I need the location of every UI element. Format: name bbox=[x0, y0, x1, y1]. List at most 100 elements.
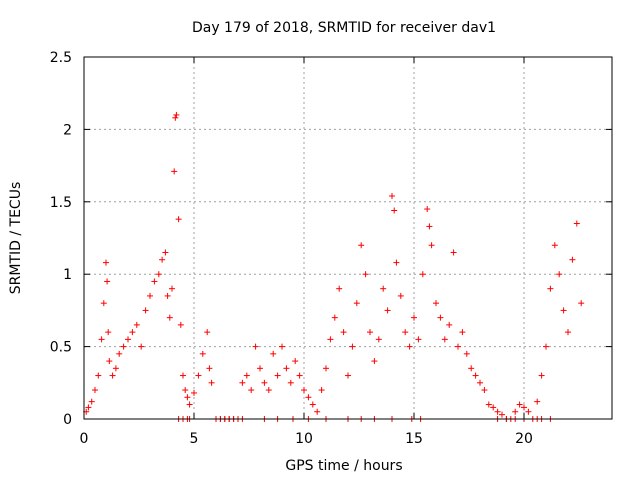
x-tick-label: 20 bbox=[515, 431, 533, 447]
data-point bbox=[243, 372, 250, 379]
data-point bbox=[375, 336, 382, 343]
data-point bbox=[380, 285, 387, 292]
data-point bbox=[340, 329, 347, 336]
data-point bbox=[463, 350, 470, 357]
data-point bbox=[100, 300, 107, 307]
data-point bbox=[384, 307, 391, 314]
data-point bbox=[109, 372, 116, 379]
data-point bbox=[534, 398, 541, 405]
data-point bbox=[450, 249, 457, 256]
data-point bbox=[292, 358, 299, 365]
x-tick-label: 15 bbox=[405, 431, 423, 447]
data-point bbox=[125, 336, 131, 343]
data-point bbox=[195, 372, 202, 379]
data-point bbox=[433, 300, 439, 307]
data-point bbox=[112, 365, 119, 372]
x-tick-label: 5 bbox=[190, 431, 199, 447]
data-point bbox=[397, 292, 404, 299]
data-point bbox=[120, 343, 127, 350]
data-point bbox=[172, 114, 179, 121]
data-point bbox=[411, 314, 417, 321]
data-point bbox=[331, 314, 338, 321]
data-point bbox=[371, 358, 378, 365]
data-point bbox=[441, 336, 448, 343]
data-point bbox=[191, 389, 197, 396]
data-point bbox=[309, 401, 316, 408]
data-point bbox=[138, 343, 145, 350]
data-point bbox=[248, 387, 255, 394]
data-point bbox=[318, 387, 325, 394]
data-point bbox=[472, 372, 479, 379]
data-point bbox=[116, 350, 123, 357]
data-point bbox=[305, 394, 312, 401]
data-point bbox=[151, 278, 158, 285]
data-point bbox=[573, 220, 580, 227]
data-point bbox=[402, 329, 409, 336]
data-point bbox=[186, 401, 193, 408]
data-point bbox=[353, 300, 360, 307]
data-point bbox=[142, 307, 149, 314]
data-point bbox=[283, 365, 290, 372]
x-axis-label: GPS time / hours bbox=[285, 458, 402, 474]
data-point bbox=[133, 321, 140, 328]
data-point bbox=[162, 249, 169, 256]
data-point bbox=[437, 314, 444, 321]
data-point bbox=[424, 206, 431, 213]
data-point bbox=[85, 404, 92, 411]
y-tick-label: 2.5 bbox=[50, 50, 72, 66]
y-tick-label: 2 bbox=[63, 122, 72, 138]
data-point bbox=[175, 216, 182, 223]
data-point bbox=[569, 256, 576, 263]
x-tick-label: 0 bbox=[80, 431, 89, 447]
data-point bbox=[169, 285, 175, 292]
data-point bbox=[261, 379, 268, 386]
y-tick-label: 0.5 bbox=[50, 340, 72, 356]
data-point bbox=[367, 329, 373, 336]
data-point bbox=[208, 379, 215, 386]
data-point bbox=[490, 404, 497, 411]
data-point bbox=[180, 372, 186, 379]
data-point bbox=[516, 401, 523, 408]
data-point bbox=[327, 336, 334, 343]
data-point bbox=[358, 242, 365, 249]
data-point bbox=[105, 329, 112, 336]
data-point bbox=[426, 223, 433, 230]
data-point bbox=[494, 408, 501, 415]
data-point bbox=[239, 379, 246, 386]
data-point bbox=[428, 242, 435, 249]
data-point bbox=[345, 372, 351, 379]
data-point bbox=[525, 408, 532, 415]
data-points bbox=[83, 111, 585, 422]
data-point bbox=[301, 387, 307, 394]
y-tick-label: 1 bbox=[63, 267, 72, 283]
y-axis-label: SRMTID / TECUs bbox=[8, 182, 24, 295]
data-point bbox=[349, 343, 356, 350]
data-point bbox=[184, 394, 191, 401]
data-point bbox=[406, 343, 413, 350]
data-point bbox=[270, 350, 277, 357]
grid-lines bbox=[84, 57, 612, 419]
data-point bbox=[279, 343, 285, 350]
data-point bbox=[274, 372, 281, 379]
data-point bbox=[481, 387, 488, 394]
data-point bbox=[551, 242, 558, 249]
data-point bbox=[92, 387, 98, 394]
data-point bbox=[477, 379, 483, 386]
data-point bbox=[485, 401, 492, 408]
data-point bbox=[578, 300, 585, 307]
data-point bbox=[446, 321, 453, 328]
data-point bbox=[391, 207, 398, 214]
data-point bbox=[182, 387, 189, 394]
data-point bbox=[173, 111, 180, 118]
data-point bbox=[106, 358, 113, 365]
data-point bbox=[468, 365, 475, 372]
data-point bbox=[455, 343, 461, 350]
data-point bbox=[512, 408, 519, 415]
data-point bbox=[362, 271, 369, 278]
chart-title: Day 179 of 2018, SRMTID for receiver dav… bbox=[192, 20, 496, 36]
data-point bbox=[88, 398, 95, 405]
data-point bbox=[98, 336, 105, 343]
data-point bbox=[499, 411, 505, 418]
data-point bbox=[177, 321, 184, 328]
